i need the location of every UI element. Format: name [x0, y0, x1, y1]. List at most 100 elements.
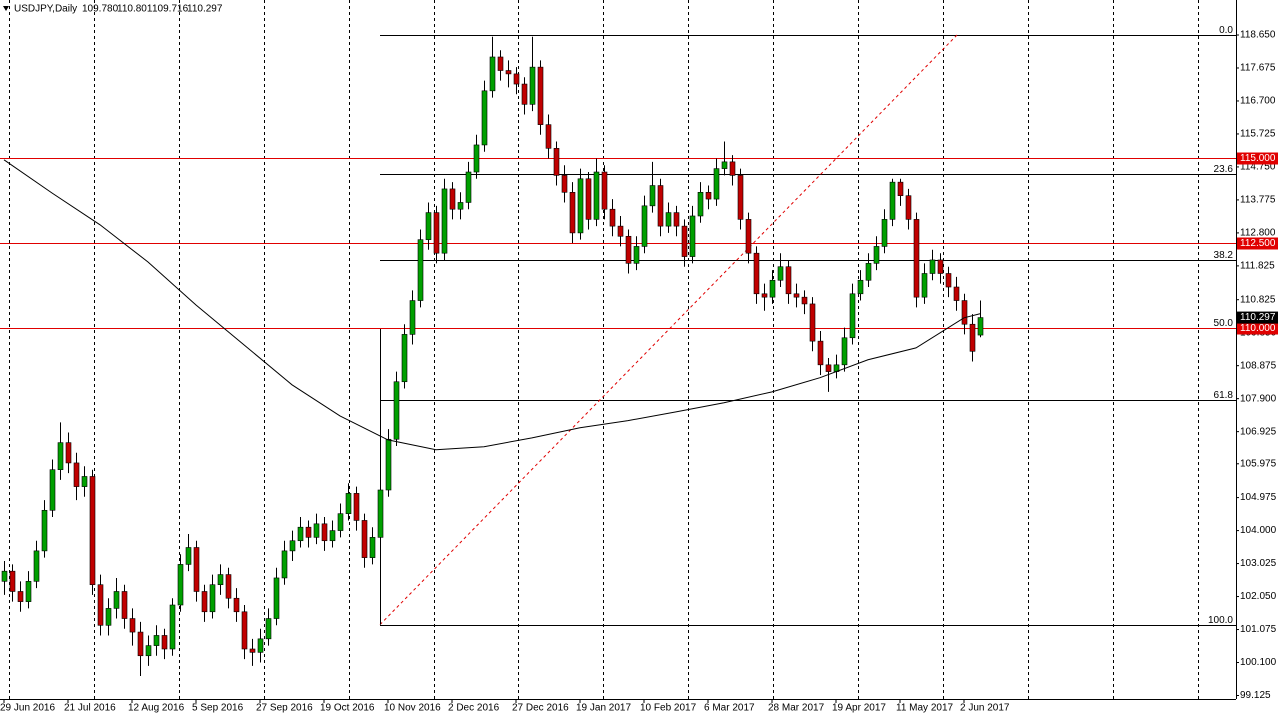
x-tick-label: 19 Jan 2017 — [576, 703, 631, 714]
candle-body — [689, 215, 696, 257]
candle-body — [865, 263, 872, 281]
candle-body — [89, 476, 96, 586]
candle-body — [137, 631, 144, 657]
price-level-tag — [1237, 152, 1278, 165]
candle-body — [889, 181, 896, 220]
candle-body — [609, 208, 616, 227]
candle-body — [873, 246, 880, 264]
candle-body — [361, 520, 368, 558]
candle-body — [961, 300, 968, 325]
y-tick-label: 102.050 — [1240, 591, 1277, 602]
y-tick-label: 104.975 — [1240, 492, 1277, 503]
candle-body — [33, 550, 40, 582]
y-tick-label: 117.675 — [1240, 63, 1276, 74]
candle-body — [377, 489, 384, 538]
candle-body — [825, 364, 832, 372]
current-price-label: 110.297 — [1240, 312, 1276, 323]
candle-body — [849, 293, 856, 339]
current-price-tag — [1237, 311, 1278, 324]
x-tick-label: 10 Feb 2017 — [640, 703, 697, 714]
candle-body — [321, 523, 328, 542]
x-tick-label: 5 Sep 2016 — [192, 703, 244, 714]
candle-body — [425, 212, 432, 240]
candle-body — [329, 530, 336, 542]
candle-body — [241, 611, 248, 650]
header-icon — [3, 6, 9, 11]
y-tick-label: 100.100 — [1240, 657, 1277, 668]
fib-label: 50.0 — [1214, 318, 1234, 329]
candle-body — [113, 591, 120, 609]
candle-body — [201, 591, 208, 613]
candle-body — [673, 212, 680, 227]
candle-body — [401, 334, 408, 383]
candle-body — [665, 212, 672, 227]
header-ohlc-value: 110.801 — [117, 4, 153, 15]
candle-body — [265, 618, 272, 640]
candle-body — [393, 381, 400, 440]
candle-body — [297, 526, 304, 542]
candle-body — [65, 442, 72, 464]
candle-body — [857, 279, 864, 295]
candle-body — [529, 66, 536, 105]
candle-body — [633, 246, 640, 264]
candle-body — [17, 591, 24, 602]
candle-body — [105, 608, 112, 626]
candle-body — [585, 178, 592, 220]
candle-body — [177, 564, 184, 606]
candle-body — [313, 523, 320, 538]
candle-body — [185, 547, 192, 565]
candle-body — [305, 526, 312, 538]
price-level-tag — [1237, 237, 1278, 250]
candle-body — [273, 577, 280, 619]
candle-body — [465, 171, 472, 203]
candle-body — [289, 540, 296, 552]
y-tick-label: 115.725 — [1240, 129, 1276, 140]
fib-label: 100.0 — [1208, 615, 1233, 626]
candle-body — [473, 144, 480, 173]
candle-body — [561, 175, 568, 193]
candle-body — [753, 252, 760, 295]
candle-body — [337, 513, 344, 531]
candle-body — [25, 581, 32, 602]
price-level-label: 110.000 — [1240, 323, 1276, 334]
candle-body — [729, 161, 736, 176]
candle-body — [281, 550, 288, 579]
x-tick-label: 2 Dec 2016 — [448, 703, 500, 714]
candle-body — [385, 438, 392, 491]
candle-body — [409, 300, 416, 335]
y-tick-label: 110.825 — [1240, 294, 1276, 305]
y-tick-label: 116.700 — [1240, 96, 1276, 107]
candle-body — [969, 323, 976, 352]
candle-body — [929, 259, 936, 274]
candle-body — [553, 148, 560, 176]
candle-body — [481, 90, 488, 146]
candle-body — [769, 279, 776, 298]
candle-body — [129, 618, 136, 633]
candle-body — [521, 83, 528, 105]
candle-body — [81, 476, 88, 487]
x-tick-label: 10 Nov 2016 — [384, 703, 441, 714]
candle-body — [913, 219, 920, 298]
candle-body — [369, 537, 376, 558]
candle-body — [721, 161, 728, 169]
candle-body — [617, 225, 624, 237]
candle-body — [345, 493, 352, 514]
candle-body — [793, 293, 800, 298]
moving-average — [3, 159, 981, 451]
y-tick-label: 106.925 — [1240, 426, 1277, 437]
candle-body — [713, 168, 720, 200]
candle-body — [49, 469, 56, 511]
candle-body — [801, 296, 808, 305]
candle-body — [785, 266, 792, 295]
candle-body — [489, 56, 496, 92]
x-tick-label: 19 Apr 2017 — [832, 703, 886, 714]
candle-body — [697, 192, 704, 217]
candle-body — [937, 259, 944, 274]
candle-body — [545, 124, 552, 149]
candle-body — [217, 574, 224, 586]
y-tick-label: 107.900 — [1240, 393, 1277, 404]
candle-body — [257, 638, 264, 653]
candle-body — [513, 73, 520, 85]
candle-body — [449, 188, 456, 210]
candle-body — [1, 570, 8, 582]
